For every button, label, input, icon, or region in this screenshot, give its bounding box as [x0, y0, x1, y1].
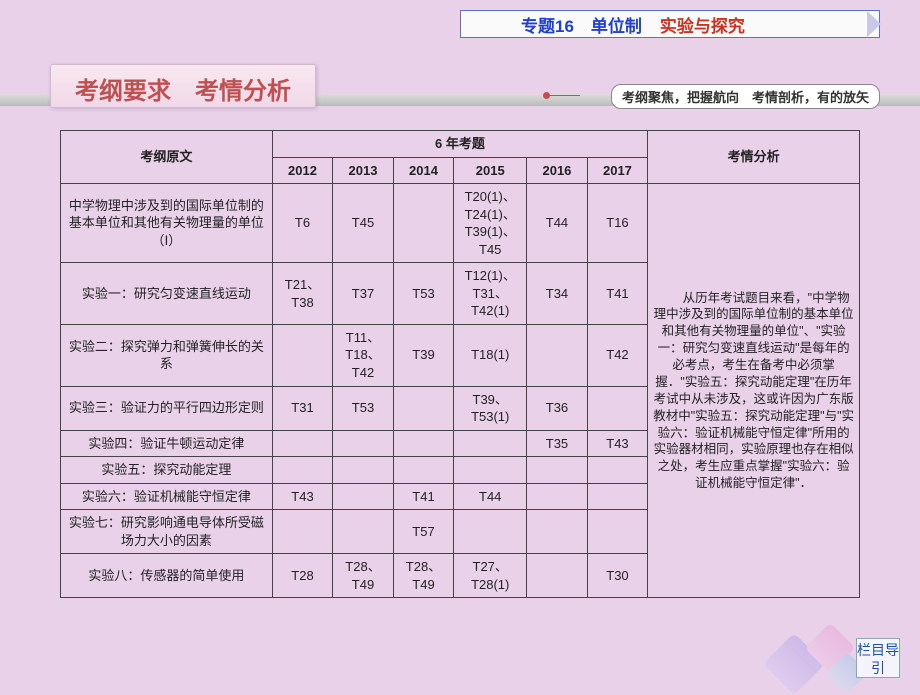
- cell: T36: [527, 386, 588, 430]
- table-row: 中学物理中涉及到的国际单位制的基本单位和其他有关物理量的单位（Ⅰ） T6 T45…: [61, 184, 860, 263]
- col-header-outline: 考纲原文: [61, 131, 273, 184]
- cell: [587, 483, 648, 510]
- col-header-analysis: 考情分析: [648, 131, 860, 184]
- cell: T45: [333, 184, 394, 263]
- topic-sub: 实验与探究: [660, 12, 745, 37]
- section-header: 考纲要求 考情分析 考纲聚焦，把握航向 考情剖析，有的放矢: [0, 64, 920, 114]
- row-label: 实验四：验证牛顿运动定律: [61, 430, 273, 457]
- cell: T53: [393, 263, 454, 325]
- cell: T43: [587, 430, 648, 457]
- cell: [587, 457, 648, 484]
- cell: T37: [333, 263, 394, 325]
- row-label: 实验三：验证力的平行四边形定则: [61, 386, 273, 430]
- cell: [333, 510, 394, 554]
- cell: T12(1)、T31、T42(1): [454, 263, 527, 325]
- row-label: 实验一：研究匀变速直线运动: [61, 263, 273, 325]
- cell: [272, 510, 333, 554]
- cell: T6: [272, 184, 333, 263]
- cell: T28: [272, 554, 333, 598]
- cell: T16: [587, 184, 648, 263]
- nav-guide-button[interactable]: 栏目导引: [856, 638, 900, 678]
- table-head-row1: 考纲原文 6 年考题 考情分析: [61, 131, 860, 158]
- year-2012: 2012: [272, 157, 333, 184]
- cell: [527, 554, 588, 598]
- cell: T41: [393, 483, 454, 510]
- row-label: 实验五：探究动能定理: [61, 457, 273, 484]
- cell: [454, 430, 527, 457]
- cell: [333, 457, 394, 484]
- chevron-right-icon: [867, 11, 881, 37]
- cell: T44: [527, 184, 588, 263]
- row-label: 实验八：传感器的简单使用: [61, 554, 273, 598]
- year-2014: 2014: [393, 157, 454, 184]
- cell: [587, 386, 648, 430]
- row-label: 实验七：研究影响通电导体所受磁场力大小的因素: [61, 510, 273, 554]
- line-icon: [548, 95, 580, 96]
- cell: [272, 457, 333, 484]
- cell: T39、T53(1): [454, 386, 527, 430]
- analysis-cell: 从历年考试题目来看，"中学物理中涉及到的国际单位制的基本单位和其他有关物理量的单…: [648, 184, 860, 598]
- topic-banner: 专题16 单位制 实验与探究: [460, 10, 880, 38]
- cell: T53: [333, 386, 394, 430]
- col-header-yeargroup: 6 年考题: [272, 131, 647, 158]
- cell: [393, 430, 454, 457]
- cell: T39: [393, 324, 454, 386]
- cell: [333, 483, 394, 510]
- cell: T18(1): [454, 324, 527, 386]
- year-2015: 2015: [454, 157, 527, 184]
- cell: [527, 510, 588, 554]
- section-subtitle: 考纲聚焦，把握航向 考情剖析，有的放矢: [611, 84, 880, 109]
- section-title: 考纲要求 考情分析: [50, 64, 316, 108]
- cell: T35: [527, 430, 588, 457]
- cell: [454, 510, 527, 554]
- cell: [393, 184, 454, 263]
- nav-label: 栏目导引: [857, 642, 899, 676]
- cell: [527, 457, 588, 484]
- row-label: 中学物理中涉及到的国际单位制的基本单位和其他有关物理量的单位（Ⅰ）: [61, 184, 273, 263]
- exam-table: 考纲原文 6 年考题 考情分析 2012 2013 2014 2015 2016…: [60, 130, 860, 598]
- cell: [333, 430, 394, 457]
- cell: T57: [393, 510, 454, 554]
- cell: T44: [454, 483, 527, 510]
- cell: [454, 457, 527, 484]
- cell: T30: [587, 554, 648, 598]
- cell: T43: [272, 483, 333, 510]
- cell: T41: [587, 263, 648, 325]
- cell: T20(1)、T24(1)、T39(1)、T45: [454, 184, 527, 263]
- cell: T28、T49: [333, 554, 394, 598]
- year-2016: 2016: [527, 157, 588, 184]
- cell: T21、T38: [272, 263, 333, 325]
- cell: T11、T18、T42: [333, 324, 394, 386]
- cell: [393, 457, 454, 484]
- cell: T28、T49: [393, 554, 454, 598]
- cell: T42: [587, 324, 648, 386]
- row-label: 实验二：探究弹力和弹簧伸长的关系: [61, 324, 273, 386]
- cell: [527, 483, 588, 510]
- cell: T34: [527, 263, 588, 325]
- cell: [587, 510, 648, 554]
- cell: [393, 386, 454, 430]
- cell: [527, 324, 588, 386]
- row-label: 实验六：验证机械能守恒定律: [61, 483, 273, 510]
- year-2017: 2017: [587, 157, 648, 184]
- cell: [272, 324, 333, 386]
- topic-number: 专题16 单位制: [521, 12, 642, 37]
- year-2013: 2013: [333, 157, 394, 184]
- cell: T27、T28(1): [454, 554, 527, 598]
- cell: [272, 430, 333, 457]
- cell: T31: [272, 386, 333, 430]
